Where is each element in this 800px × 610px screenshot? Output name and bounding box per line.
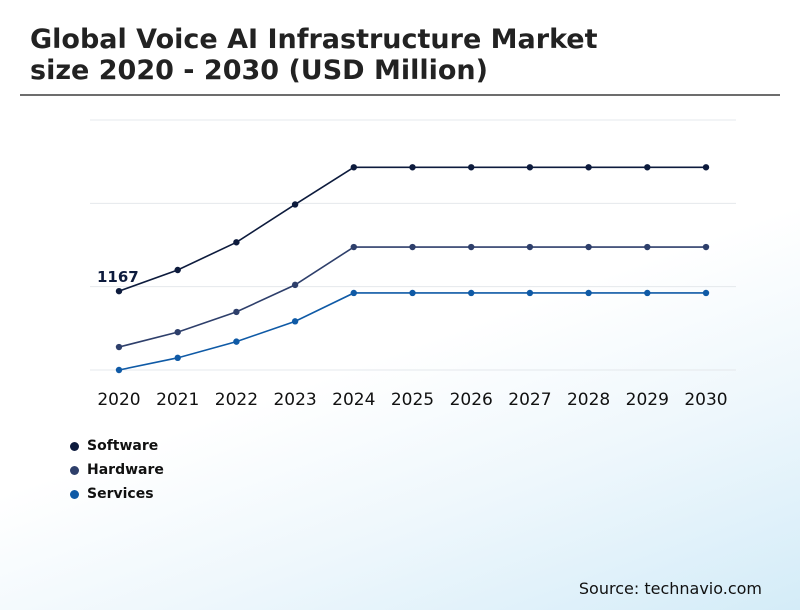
data-point-software-2030 xyxy=(702,164,710,171)
data-point-hardware-2030 xyxy=(702,243,710,251)
data-point-hardware-2025 xyxy=(409,243,416,251)
data-point-software-2023 xyxy=(291,201,299,208)
chart-legend: Software Hardware Services xyxy=(70,434,164,506)
chart-title-line-1: Global Voice AI Infrastructure Market xyxy=(30,24,598,55)
data-point-software-2029 xyxy=(644,164,651,171)
data-point-software-2025 xyxy=(409,164,416,171)
data-point-services-2023 xyxy=(291,318,299,325)
data-point-services-2026 xyxy=(468,289,475,297)
data-point-hardware-2020 xyxy=(115,343,123,351)
x-tick-label-2030: 2030 xyxy=(684,390,727,410)
legend-marker-software xyxy=(70,441,79,451)
legend-item-hardware: Hardware xyxy=(70,458,164,482)
data-point-software-2021 xyxy=(174,266,181,274)
chart-title: Global Voice AI Infrastructure Market si… xyxy=(30,24,770,86)
data-point-software-2020 xyxy=(115,287,123,295)
source-note: Source: technavio.com xyxy=(578,579,762,598)
x-tick-label-2028: 2028 xyxy=(567,390,610,410)
data-point-hardware-2021 xyxy=(174,328,181,336)
series-line-software xyxy=(118,166,706,292)
x-tick-label-2025: 2025 xyxy=(391,390,434,410)
series-line-services xyxy=(118,292,706,371)
data-label-software-2020: 1167 xyxy=(97,268,139,286)
data-point-software-2022 xyxy=(233,239,240,246)
legend-marker-services xyxy=(70,489,79,499)
data-point-software-2026 xyxy=(468,164,475,171)
data-point-services-2029 xyxy=(644,289,651,297)
data-point-services-2021 xyxy=(174,354,181,362)
x-tick-label-2023: 2023 xyxy=(273,390,316,410)
data-point-services-2030 xyxy=(702,289,710,297)
data-point-services-2027 xyxy=(526,289,534,297)
data-point-software-2024 xyxy=(350,164,357,171)
title-divider xyxy=(20,94,780,96)
data-point-hardware-2022 xyxy=(233,308,240,316)
data-point-hardware-2027 xyxy=(526,243,534,251)
data-point-services-2020 xyxy=(115,366,123,374)
x-tick-label-2021: 2021 xyxy=(156,390,199,410)
legend-marker-hardware xyxy=(70,465,79,475)
data-point-services-2025 xyxy=(409,289,416,297)
series-line-hardware xyxy=(118,246,706,348)
data-point-hardware-2023 xyxy=(291,281,299,289)
data-point-software-2028 xyxy=(585,164,592,171)
legend-label-hardware: Hardware xyxy=(87,462,164,478)
chart-title-line-2: size 2020 - 2030 (USD Million) xyxy=(30,55,488,86)
data-point-hardware-2029 xyxy=(644,243,651,251)
data-point-services-2022 xyxy=(233,338,240,345)
legend-item-services: Services xyxy=(70,482,164,506)
data-point-hardware-2024 xyxy=(350,243,357,251)
legend-label-software: Software xyxy=(87,438,159,454)
data-point-services-2028 xyxy=(585,289,592,297)
data-point-services-2024 xyxy=(350,289,357,297)
legend-item-software: Software xyxy=(70,434,164,458)
x-tick-label-2024: 2024 xyxy=(332,390,375,410)
x-tick-label-2027: 2027 xyxy=(508,390,551,410)
data-point-software-2027 xyxy=(526,164,534,171)
x-tick-label-2022: 2022 xyxy=(215,390,258,410)
data-point-hardware-2028 xyxy=(585,243,592,251)
x-tick-label-2026: 2026 xyxy=(450,390,493,410)
legend-label-services: Services xyxy=(87,486,154,502)
data-point-hardware-2026 xyxy=(468,243,475,251)
x-tick-label-2029: 2029 xyxy=(626,390,669,410)
x-tick-label-2020: 2020 xyxy=(97,390,140,410)
